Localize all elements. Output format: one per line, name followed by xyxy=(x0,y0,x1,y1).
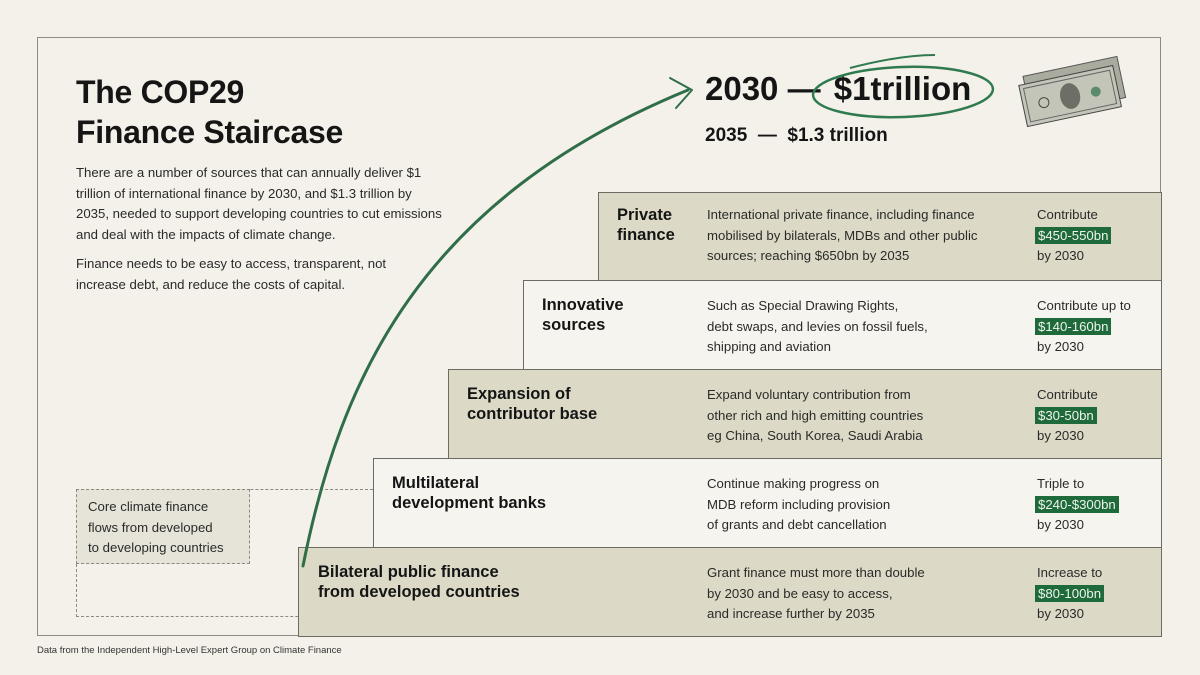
source-note: Data from the Independent High-Level Exp… xyxy=(37,645,342,656)
core-note-line: flows from developed xyxy=(88,519,213,535)
intro-paragraph-2: Finance needs to be easy to access, tran… xyxy=(76,256,387,292)
step-value: Triple to $240-$300bn by 2030 xyxy=(1035,474,1119,536)
step-description: Grant finance must more than double by 20… xyxy=(707,565,925,621)
step-title: Expansion of contributor base xyxy=(467,385,598,423)
intro-text: There are a number of sources that can a… xyxy=(76,163,446,304)
title-line-1: The COP29 xyxy=(76,74,245,110)
amount-badge: $450-550bn xyxy=(1035,226,1112,244)
intro-paragraph-1: There are a number of sources that can a… xyxy=(76,165,442,242)
target-2030-year: 2030 — xyxy=(705,70,821,107)
core-note-line: to developing countries xyxy=(88,540,224,555)
step-title: Multilateral development banks xyxy=(392,474,547,512)
step-title: Innovative sources xyxy=(542,296,624,334)
core-note-line: Core climate finance xyxy=(88,499,209,514)
target-2030-amount: $1trillion xyxy=(833,70,972,107)
step-title: Bilateral public finance from developed c… xyxy=(318,563,520,601)
core-finance-note: Core climate finance flows from develope… xyxy=(76,489,250,564)
title-line-2: Finance Staircase xyxy=(76,114,344,150)
step-value: Contribute $30-50bn by 2030 xyxy=(1035,387,1098,443)
step-value: Contribute up to $140-160bn by 2030 xyxy=(1035,298,1131,354)
step-description: Continue making progress on MDB reform in… xyxy=(707,476,891,532)
step-title: Private finance xyxy=(617,206,675,244)
step-value: Increase to $80-100bn by 2030 xyxy=(1035,565,1105,621)
target-2035: 2035 — $1.3 trillion xyxy=(705,125,888,146)
target-2030: 2030 — $1trillion xyxy=(705,70,971,108)
amount-badge: $80-100bn xyxy=(1035,584,1105,602)
page-title: The COP29 Finance Staircase xyxy=(76,72,343,152)
step-value: Contribute $450-550bn by 2030 xyxy=(1035,205,1112,267)
amount-badge: $30-50bn xyxy=(1035,406,1097,424)
amount-badge: $140-160bn xyxy=(1035,317,1112,335)
step-description: International private finance, including… xyxy=(707,207,978,263)
amount-badge: $240-$300bn xyxy=(1035,495,1119,513)
step-description: Such as Special Drawing Rights, debt swap… xyxy=(707,298,928,354)
step-description: Expand voluntary contribution from other … xyxy=(707,387,924,443)
